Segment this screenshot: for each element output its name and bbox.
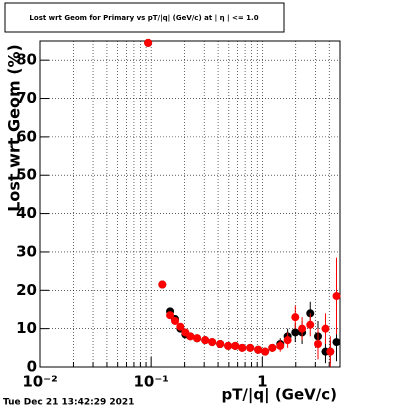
marker [208,338,217,347]
marker [193,334,202,343]
marker [326,347,335,356]
marker [261,347,270,356]
marker [291,328,300,337]
y-tick-label: 10 [16,319,37,337]
marker [166,311,175,320]
marker [176,322,185,331]
y-tick-label: 0 [27,358,37,376]
marker [216,339,225,348]
x-axis-label: pT/|q| (GeV/c) [221,386,337,405]
footer: Tue Dec 21 13:42:29 2021 [3,398,134,408]
marker [283,336,292,345]
y-tick-label: 20 [16,281,37,299]
y-tick-label: 40 [16,204,37,222]
y-tick-label: 70 [16,89,37,107]
chart-title: Lost wrt Geom for Primary vs pT/|q| (GeV… [29,14,258,23]
y-tick-label: 50 [16,166,37,184]
marker [254,345,263,354]
plot-frame [39,40,341,368]
marker [276,341,285,350]
x-tick-label: 10⁻² [22,373,57,391]
marker [158,280,167,289]
marker [332,338,341,347]
marker [246,343,255,352]
marker [321,324,330,333]
marker [314,339,323,348]
y-axis-label: Lost wrt Geom (%) [5,44,24,212]
marker [306,320,315,329]
x-tick-label: 1 [257,373,267,391]
marker [268,343,277,352]
marker [201,336,210,345]
marker [231,341,240,350]
marker [224,341,233,350]
x-tick-label: 10⁻¹ [133,373,168,391]
marker [238,343,247,352]
marker [332,292,341,301]
y-tick-label: 60 [16,127,37,145]
marker [291,313,300,322]
title-box [4,2,285,33]
y-tick-label: 30 [16,242,37,260]
marker [186,332,195,341]
marker [144,38,153,47]
y-tick-label: 80 [16,51,37,69]
marker [298,324,307,333]
marker [171,316,180,325]
